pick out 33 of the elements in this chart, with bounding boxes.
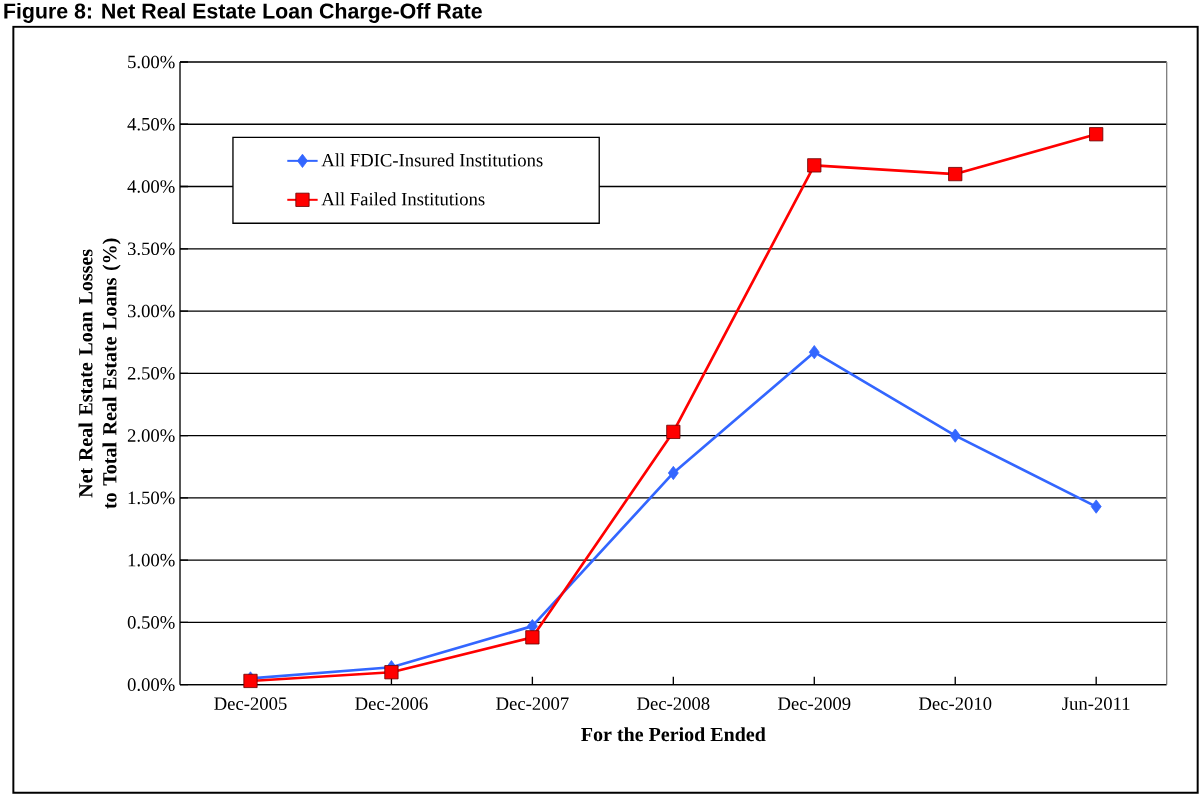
point xyxy=(949,428,961,443)
point xyxy=(1089,127,1104,142)
x-tick-label: Dec-2007 xyxy=(496,697,569,710)
y-tick-label: 2.50% xyxy=(127,366,175,380)
point xyxy=(525,630,540,645)
x-tick-label: Dec-2006 xyxy=(355,697,428,710)
point xyxy=(667,465,679,481)
y-tick-label: 4.00% xyxy=(127,180,175,193)
y-tick-label: 0.50% xyxy=(127,616,175,629)
x-tick-label: Dec-2010 xyxy=(918,697,992,710)
chart-title: Figure 8: Net Real Estate Loan Charge-Off Rate xyxy=(4,2,482,23)
point xyxy=(666,424,681,439)
point xyxy=(807,158,822,173)
y-tick-label: 3.50% xyxy=(127,242,175,256)
y-tick-label: 0.00% xyxy=(127,678,175,692)
x-tick-label: Dec-2008 xyxy=(637,697,710,710)
x-axis-title: For the Period Ended xyxy=(581,727,766,742)
point xyxy=(808,345,820,360)
x-tick-label: Dec-2005 xyxy=(214,697,287,710)
y-tick-label: 5.00% xyxy=(128,55,175,69)
y-tick-label: 1.50% xyxy=(128,491,175,505)
y-axis-title: Net Real Estate Loan Losses to Total Real Estate Loans (%) xyxy=(78,238,121,509)
point xyxy=(1090,499,1102,514)
y-tick-label: 3.00% xyxy=(127,304,175,318)
y-tick-label: 2.00% xyxy=(127,429,175,442)
legend-label: All FDIC-Insured Institutions xyxy=(321,153,543,167)
point xyxy=(384,665,399,680)
legend-label: All Failed Institutions xyxy=(321,192,485,206)
y-tick-label: 1.00% xyxy=(128,553,175,567)
y-tick-label: 4.50% xyxy=(127,117,175,131)
x-tick-label: Jun-2011 xyxy=(1062,697,1130,710)
point xyxy=(948,167,963,182)
x-tick-label: Dec-2009 xyxy=(778,697,851,710)
